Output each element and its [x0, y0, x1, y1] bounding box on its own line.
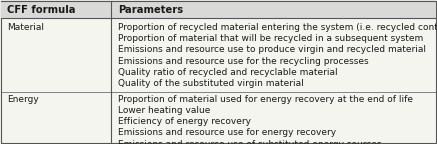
Text: Proportion of material used for energy recovery at the end of life: Proportion of material used for energy r… [118, 95, 413, 104]
Text: CFF formula: CFF formula [7, 5, 76, 15]
Text: Proportion of material that will be recycled in a subsequent system: Proportion of material that will be recy… [118, 34, 423, 43]
Text: Lower heating value: Lower heating value [118, 106, 210, 115]
Text: Quality of the substituted virgin material: Quality of the substituted virgin materi… [118, 79, 304, 88]
Text: Proportion of recycled material entering the system (i.e. recycled content): Proportion of recycled material entering… [118, 23, 437, 32]
Text: Material: Material [7, 23, 45, 32]
Text: Emissions and resource use of substituted energy sources: Emissions and resource use of substitute… [118, 140, 382, 144]
Text: Emissions and resource use for the recycling processes: Emissions and resource use for the recyc… [118, 57, 369, 66]
Text: Emissions and resource use to produce virgin and recycled material: Emissions and resource use to produce vi… [118, 45, 426, 54]
FancyBboxPatch shape [1, 1, 436, 18]
Text: Parameters: Parameters [118, 5, 183, 15]
Text: Efficiency of energy recovery: Efficiency of energy recovery [118, 117, 251, 126]
Text: Emissions and resource use for energy recovery: Emissions and resource use for energy re… [118, 128, 336, 137]
Text: Quality ratio of recycled and recyclable material: Quality ratio of recycled and recyclable… [118, 68, 338, 77]
Text: Energy: Energy [7, 95, 39, 104]
